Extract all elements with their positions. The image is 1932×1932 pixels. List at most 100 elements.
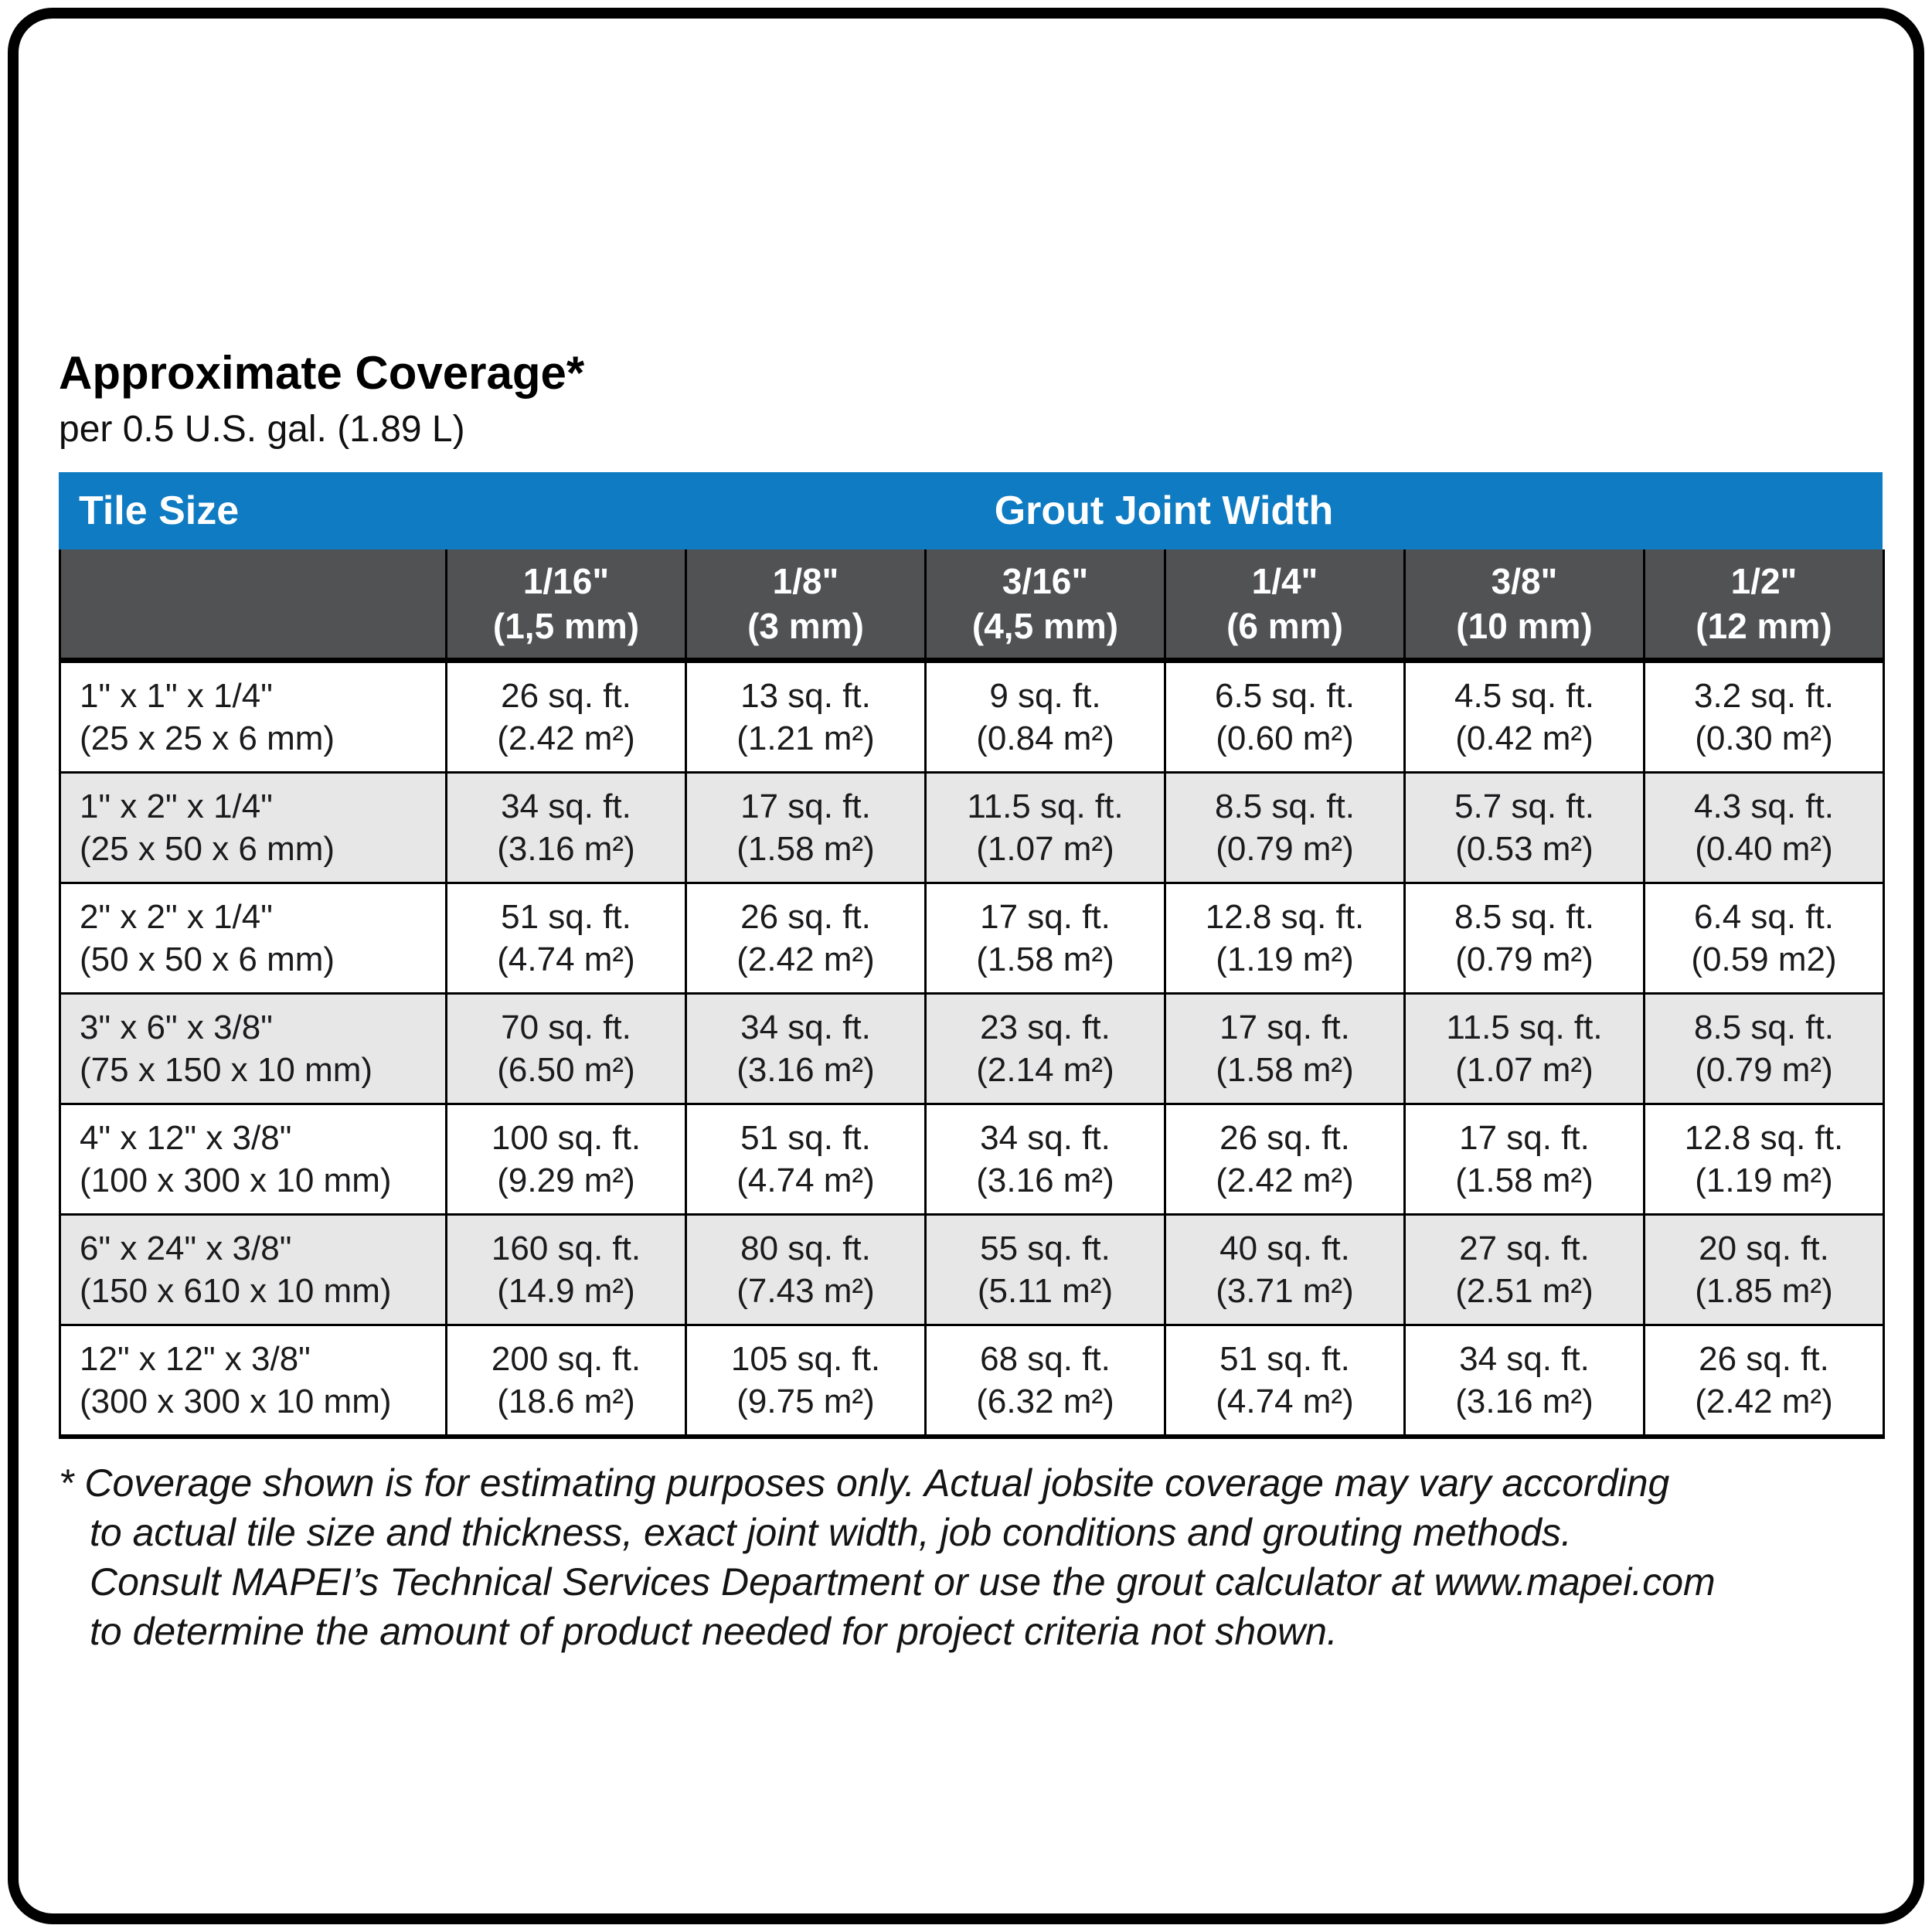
joint-width-inches: 1/4" bbox=[1251, 561, 1318, 601]
coverage-sqft: 80 sq. ft. bbox=[740, 1230, 871, 1267]
coverage-m2: (0.79 m²) bbox=[1455, 940, 1594, 978]
coverage-cell: 26 sq. ft. (2.42 m²) bbox=[1643, 1324, 1885, 1439]
coverage-m2: (2.42 m²) bbox=[497, 719, 635, 757]
subheader-col-3: 3/16" (4,5 mm) bbox=[924, 549, 1166, 663]
coverage-cell: 51 sq. ft. (4.74 m²) bbox=[1164, 1324, 1406, 1439]
tile-size-cell: 1" x 1" x 1/4" (25 x 25 x 6 mm) bbox=[59, 659, 447, 774]
coverage-m2: (2.42 m²) bbox=[736, 940, 875, 978]
header-grout-joint-width: Grout Joint Width bbox=[994, 488, 1334, 533]
coverage-m2: (0.79 m²) bbox=[1216, 830, 1354, 868]
tile-size-mm: (25 x 50 x 6 mm) bbox=[80, 830, 335, 868]
joint-width-mm: (10 mm) bbox=[1456, 606, 1593, 646]
tile-size-mm: (300 x 300 x 10 mm) bbox=[80, 1383, 392, 1420]
coverage-sqft: 34 sq. ft. bbox=[740, 1009, 871, 1046]
coverage-m2: (0.42 m²) bbox=[1455, 719, 1594, 757]
coverage-cell: 26 sq. ft. (2.42 m²) bbox=[445, 659, 687, 774]
coverage-m2: (1.07 m²) bbox=[1455, 1051, 1594, 1089]
subheader-col-1: 1/16" (1,5 mm) bbox=[445, 549, 687, 663]
coverage-m2: (0.53 m²) bbox=[1455, 830, 1594, 868]
coverage-sqft: 26 sq. ft. bbox=[740, 898, 871, 936]
joint-width-inches: 1/16" bbox=[522, 561, 610, 601]
coverage-sqft: 100 sq. ft. bbox=[491, 1119, 641, 1157]
tile-size-mm: (25 x 25 x 6 mm) bbox=[80, 719, 335, 757]
coverage-cell: 34 sq. ft. (3.16 m²) bbox=[924, 1103, 1166, 1216]
coverage-m2: (3.16 m²) bbox=[497, 830, 635, 868]
coverage-sqft: 55 sq. ft. bbox=[980, 1230, 1111, 1267]
coverage-cell: 4.3 sq. ft. (0.40 m²) bbox=[1643, 771, 1885, 884]
coverage-sqft: 34 sq. ft. bbox=[501, 787, 631, 825]
coverage-cell: 34 sq. ft. (3.16 m²) bbox=[685, 992, 927, 1105]
header-tile-size: Tile Size bbox=[79, 488, 240, 533]
joint-width-mm: (1,5 mm) bbox=[492, 606, 640, 646]
coverage-cell: 4.5 sq. ft. (0.42 m²) bbox=[1403, 659, 1645, 774]
coverage-m2: (2.42 m²) bbox=[1216, 1162, 1354, 1199]
coverage-sqft: 51 sq. ft. bbox=[740, 1119, 871, 1157]
tile-size-cell: 6" x 24" x 3/8" (150 x 610 x 10 mm) bbox=[59, 1213, 447, 1326]
coverage-m2: (5.11 m²) bbox=[977, 1272, 1114, 1310]
coverage-sqft: 27 sq. ft. bbox=[1459, 1230, 1590, 1267]
tile-size-mm: (50 x 50 x 6 mm) bbox=[80, 940, 335, 978]
coverage-m2: (9.75 m²) bbox=[736, 1383, 875, 1420]
tile-size-inches: 12" x 12" x 3/8" bbox=[80, 1340, 311, 1378]
coverage-m2: (4.74 m²) bbox=[736, 1162, 875, 1199]
coverage-sqft: 17 sq. ft. bbox=[740, 787, 871, 825]
page-subtitle: per 0.5 U.S. gal. (1.89 L) bbox=[59, 409, 465, 450]
coverage-cell: 80 sq. ft. (7.43 m²) bbox=[685, 1213, 927, 1326]
tile-size-mm: (75 x 150 x 10 mm) bbox=[80, 1051, 373, 1089]
joint-width-inches: 1/8" bbox=[772, 561, 839, 601]
tile-size-cell: 12" x 12" x 3/8" (300 x 300 x 10 mm) bbox=[59, 1324, 447, 1439]
coverage-cell: 70 sq. ft. (6.50 m²) bbox=[445, 992, 687, 1105]
coverage-cell: 17 sq. ft. (1.58 m²) bbox=[1403, 1103, 1645, 1216]
coverage-sqft: 5.7 sq. ft. bbox=[1454, 787, 1594, 825]
coverage-cell: 17 sq. ft. (1.58 m²) bbox=[1164, 992, 1406, 1105]
coverage-m2: (3.71 m²) bbox=[1216, 1272, 1354, 1310]
tile-size-inches: 1" x 2" x 1/4" bbox=[80, 787, 273, 825]
coverage-cell: 20 sq. ft. (1.85 m²) bbox=[1643, 1213, 1885, 1326]
coverage-sqft: 4.5 sq. ft. bbox=[1454, 677, 1594, 715]
coverage-m2: (2.14 m²) bbox=[976, 1051, 1114, 1089]
coverage-sqft: 8.5 sq. ft. bbox=[1454, 898, 1594, 936]
coverage-sqft: 8.5 sq. ft. bbox=[1694, 1009, 1834, 1046]
coverage-cell: 5.7 sq. ft. (0.53 m²) bbox=[1403, 771, 1645, 884]
coverage-cell: 17 sq. ft. (1.58 m²) bbox=[685, 771, 927, 884]
table-row: 6" x 24" x 3/8" (150 x 610 x 10 mm) 160 sq… bbox=[59, 1213, 1885, 1326]
coverage-footnote: * Coverage shown is for estimating purpo… bbox=[59, 1461, 1716, 1653]
coverage-m2: (2.51 m²) bbox=[1455, 1272, 1594, 1310]
coverage-m2: (0.84 m²) bbox=[976, 719, 1114, 757]
subheader-empty-cell bbox=[59, 549, 447, 663]
subheader-col-2: 1/8" (3 mm) bbox=[685, 549, 927, 663]
coverage-m2: (1.19 m²) bbox=[1695, 1162, 1833, 1199]
coverage-cell: 55 sq. ft. (5.11 m²) bbox=[924, 1213, 1166, 1326]
tile-size-mm: (100 x 300 x 10 mm) bbox=[80, 1162, 392, 1199]
coverage-sqft: 11.5 sq. ft. bbox=[1446, 1009, 1603, 1046]
coverage-cell: 13 sq. ft. (1.21 m²) bbox=[685, 659, 927, 774]
joint-width-mm: (3 mm) bbox=[747, 606, 864, 646]
coverage-cell: 26 sq. ft. (2.42 m²) bbox=[1164, 1103, 1406, 1216]
coverage-m2: (4.74 m²) bbox=[497, 940, 635, 978]
table-row: 4" x 12" x 3/8" (100 x 300 x 10 mm) 100 sq… bbox=[59, 1103, 1885, 1216]
joint-width-mm: (12 mm) bbox=[1696, 606, 1832, 646]
coverage-cell: 6.4 sq. ft. (0.59 m2) bbox=[1643, 882, 1885, 995]
coverage-cell: 27 sq. ft. (2.51 m²) bbox=[1403, 1213, 1645, 1326]
coverage-m2: (0.30 m²) bbox=[1695, 719, 1833, 757]
coverage-sqft: 13 sq. ft. bbox=[740, 677, 871, 715]
subheader-col-4: 1/4" (6 mm) bbox=[1164, 549, 1406, 663]
coverage-m2: (0.79 m²) bbox=[1695, 1051, 1833, 1089]
tile-size-inches: 3" x 6" x 3/8" bbox=[80, 1009, 273, 1046]
coverage-m2: (1.19 m²) bbox=[1216, 940, 1354, 978]
coverage-m2: (9.29 m²) bbox=[497, 1162, 635, 1199]
coverage-sqft: 6.5 sq. ft. bbox=[1215, 677, 1355, 715]
coverage-sqft: 20 sq. ft. bbox=[1699, 1230, 1829, 1267]
coverage-sqft: 8.5 sq. ft. bbox=[1215, 787, 1355, 825]
coverage-cell: 34 sq. ft. (3.16 m²) bbox=[1403, 1324, 1645, 1439]
coverage-m2: (1.58 m²) bbox=[1216, 1051, 1354, 1089]
coverage-cell: 23 sq. ft. (2.14 m²) bbox=[924, 992, 1166, 1105]
tile-size-inches: 6" x 24" x 3/8" bbox=[80, 1230, 292, 1267]
coverage-sqft: 23 sq. ft. bbox=[980, 1009, 1111, 1046]
coverage-sqft: 34 sq. ft. bbox=[980, 1119, 1111, 1157]
coverage-cell: 105 sq. ft. (9.75 m²) bbox=[685, 1324, 927, 1439]
coverage-sqft: 26 sq. ft. bbox=[501, 677, 631, 715]
coverage-cell: 160 sq. ft. (14.9 m²) bbox=[445, 1213, 687, 1326]
coverage-sqft: 160 sq. ft. bbox=[491, 1230, 641, 1267]
coverage-cell: 200 sq. ft. (18.6 m²) bbox=[445, 1324, 687, 1439]
